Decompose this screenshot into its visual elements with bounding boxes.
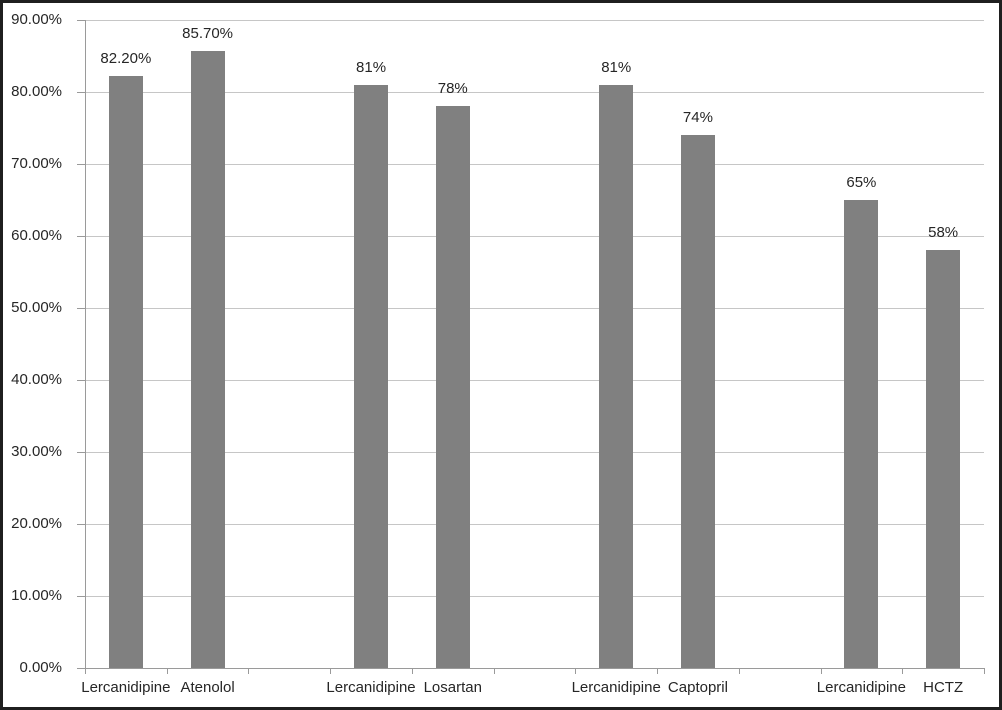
y-axis-tick bbox=[77, 20, 85, 21]
bar-value-label: 65% bbox=[846, 174, 877, 191]
x-axis-tick bbox=[330, 668, 332, 674]
x-axis-category-label: Lercanidipine bbox=[571, 679, 661, 696]
bar-value-label: 81% bbox=[601, 58, 632, 76]
gridline bbox=[85, 164, 984, 165]
y-axis-tick bbox=[77, 452, 85, 453]
x-axis-category-label: HCTZ bbox=[923, 679, 964, 696]
y-axis-label: 60.00% bbox=[11, 227, 62, 244]
y-axis-line bbox=[85, 20, 86, 668]
y-axis-tick bbox=[77, 380, 85, 381]
bar-losartan bbox=[435, 106, 470, 668]
bar-atenolol bbox=[190, 50, 225, 668]
x-axis-tick bbox=[166, 668, 168, 674]
bar-value-label: 85.70% bbox=[182, 24, 234, 42]
x-axis-tick bbox=[493, 668, 495, 674]
x-axis-category-label: Atenolol bbox=[180, 679, 235, 696]
x-axis-category-label: Lercanidipine bbox=[816, 679, 906, 696]
gridline bbox=[85, 308, 984, 309]
y-axis-tick bbox=[77, 164, 85, 165]
x-axis-tick bbox=[902, 668, 904, 674]
x-axis-tick bbox=[411, 668, 413, 674]
x-axis-tick bbox=[657, 668, 659, 674]
y-axis-label: 70.00% bbox=[11, 155, 62, 172]
plot-area: 0.00% 10.00% 20.00% 30.00% 40.00% 50.00% 60.00… bbox=[3, 3, 999, 707]
gridline bbox=[85, 380, 984, 381]
x-axis-tick bbox=[984, 668, 985, 674]
bar-value-label: 81% bbox=[356, 58, 387, 76]
y-axis-tick bbox=[77, 236, 85, 237]
bar-lercanidipine bbox=[599, 84, 634, 668]
y-axis-label: 20.00% bbox=[11, 515, 62, 532]
x-axis-tick bbox=[248, 668, 250, 674]
y-axis-label: 80.00% bbox=[11, 83, 62, 100]
y-axis-tick bbox=[77, 308, 85, 309]
x-axis-category-label: Captopril bbox=[667, 679, 728, 696]
bar-lercanidipine bbox=[354, 84, 389, 668]
y-axis-tick bbox=[77, 524, 85, 525]
x-axis-tick bbox=[575, 668, 577, 674]
bar-value-label: 74% bbox=[682, 109, 713, 127]
y-axis-tick bbox=[77, 92, 85, 93]
bar-captopril bbox=[680, 135, 715, 668]
x-axis-category-label: Losartan bbox=[423, 679, 482, 696]
y-axis-label: 90.00% bbox=[11, 11, 62, 28]
y-axis-label: 50.00% bbox=[11, 299, 62, 316]
x-axis-line bbox=[85, 668, 984, 669]
y-axis-tick bbox=[77, 668, 85, 669]
gridline bbox=[85, 236, 984, 237]
gridline bbox=[85, 596, 984, 597]
gridline bbox=[85, 452, 984, 453]
y-axis-tick bbox=[77, 596, 85, 597]
bar-value-label: 82.20% bbox=[100, 50, 152, 68]
bar-lercanidipine bbox=[108, 76, 143, 668]
gridline bbox=[85, 20, 984, 21]
x-axis-tick bbox=[738, 668, 740, 674]
y-axis-label: 0.00% bbox=[19, 659, 62, 676]
y-axis-label: 40.00% bbox=[11, 371, 62, 388]
bar-value-label: 58% bbox=[928, 224, 959, 242]
y-axis-label: 30.00% bbox=[11, 443, 62, 460]
gridline bbox=[85, 92, 984, 93]
y-axis-label: 10.00% bbox=[11, 587, 62, 604]
bar-value-label: 78% bbox=[437, 80, 468, 98]
x-axis-category-label: Lercanidipine bbox=[326, 679, 416, 696]
bar-lercanidipine bbox=[844, 200, 879, 668]
x-axis-category-label: Lercanidipine bbox=[81, 679, 171, 696]
x-axis-tick bbox=[85, 668, 86, 674]
x-axis-tick bbox=[820, 668, 822, 674]
gridline bbox=[85, 524, 984, 525]
bar-hctz bbox=[926, 250, 961, 668]
